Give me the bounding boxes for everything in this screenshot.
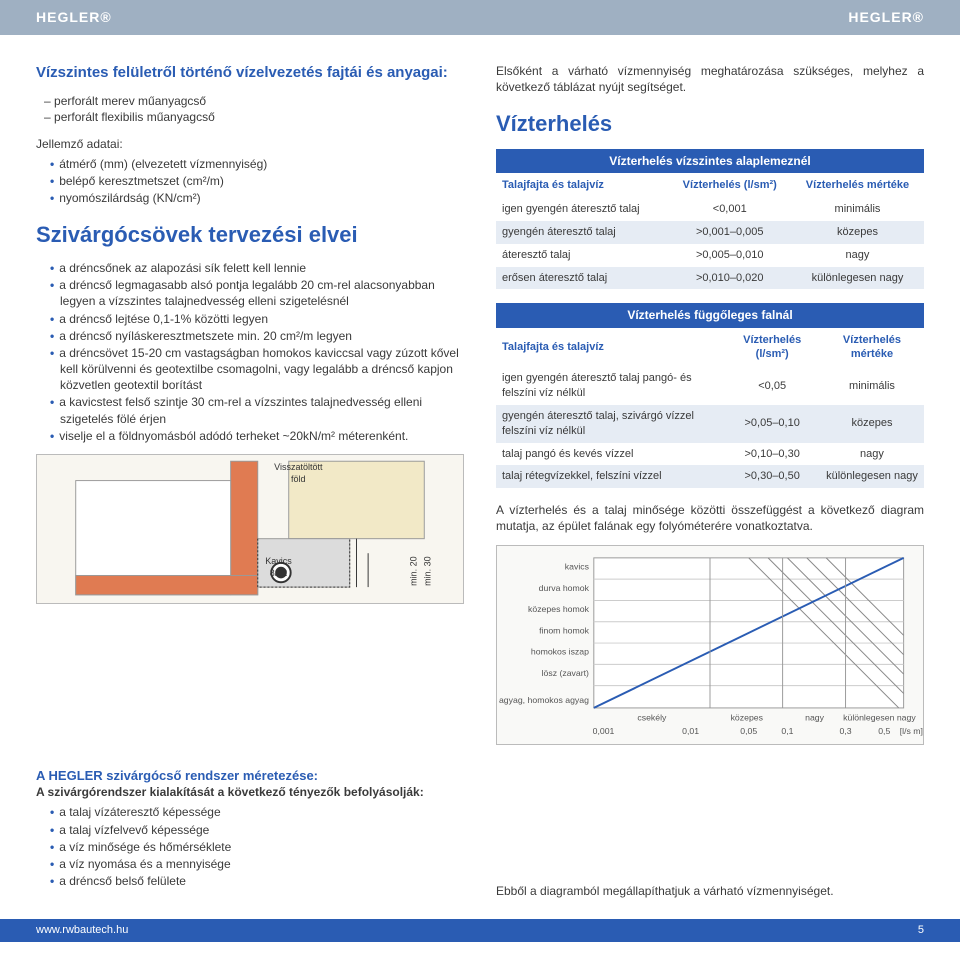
diagram-caption: Ebből a diagramból megállapíthatjuk a vá… (496, 883, 834, 899)
diag-region-3: különlegesen nagy (843, 712, 916, 722)
diag-x-4: 0,3 (839, 726, 851, 736)
sizing-subtitle: A szivárgórendszer kialakítását a követk… (36, 784, 464, 800)
table-row: áteresztő talaj>0,005–0,010nagy (496, 244, 924, 267)
table-row: gyengén áteresztő talaj>0,001–0,005közep… (496, 221, 924, 244)
water-load-table-2: Vízterhelés függőleges falnál Talajfajta… (496, 303, 924, 488)
sizing-list: a talaj vízáteresztő képessége a talaj v… (50, 804, 464, 889)
design-item: a kavicstest felső szintje 30 cm-rel a v… (50, 394, 464, 426)
jellemzo-item: nyomószilárdság (KN/cm²) (50, 190, 464, 206)
table-row: talaj rétegvízekkel, felszíni vízzel>0,3… (496, 465, 924, 488)
cross-section-figure: Visszatöltött föld Kavics 8/32 min. 20 m… (36, 454, 464, 604)
figure-label-min20: min. 20 (408, 556, 420, 586)
left-title-2: Szivárgócsövek tervezési elvei (36, 220, 464, 250)
table2-col1: Talajfajta és talajvíz (496, 328, 724, 368)
sizing-item: a víz minősége és hőmérséklete (50, 839, 464, 855)
sizing-item: a víz nyomása és a mennyisége (50, 856, 464, 872)
water-load-table-1: Vízterhelés vízszintes alaplemeznél Tala… (496, 149, 924, 289)
diag-y-1: durva homok (539, 582, 590, 592)
design-item: a dréncső legmagasabb alsó pontja legalá… (50, 277, 464, 309)
diagram-svg: kavics durva homok közepes homok finom h… (497, 546, 923, 744)
design-list: a dréncsőnek az alapozási sík felett kel… (50, 260, 464, 444)
table-row: igen gyengén áteresztő talaj pangó- és f… (496, 367, 924, 405)
diag-x-1: 0,01 (682, 726, 699, 736)
brand-right: HEGLER® (848, 8, 924, 27)
table-row: gyengén áteresztő talaj, szivárgó vízzel… (496, 405, 924, 443)
table2-caption: Vízterhelés függőleges falnál (496, 303, 924, 327)
table-row: talaj pangó és kevés vízzel>0,10–0,30nag… (496, 443, 924, 466)
table-row: igen gyengén áteresztő talaj<0,001minimá… (496, 198, 924, 221)
right-heading: Vízterhelés (496, 109, 924, 139)
table2-col2: Vízterhelés (l/sm²) (724, 328, 820, 368)
jellemzo-label: Jellemző adatai: (36, 136, 464, 152)
right-intro: Elsőként a várható vízmennyiség meghatár… (496, 63, 924, 95)
design-item: a dréncső nyíláskeresztmetszete min. 20 … (50, 328, 464, 344)
diag-y-6: agyag, homokos agyag (499, 695, 589, 705)
footer-page: 5 (918, 923, 924, 938)
diag-y-3: finom homok (539, 625, 589, 635)
left-column: Vízszintes felületről történő vízelvezet… (36, 63, 464, 745)
design-item: a dréncső lejtése 0,1-1% közötti legyen (50, 311, 464, 327)
figure-label-gravel: Kavics 8/32 (259, 555, 299, 579)
sizing-item: a talaj vízáteresztő képessége (50, 804, 464, 820)
diag-region-2: nagy (805, 712, 825, 722)
jellemzo-item: belépő keresztmetszet (cm²/m) (50, 173, 464, 189)
brand-left: HEGLER® (36, 8, 112, 27)
table2-col3: Vízterhelés mértéke (820, 328, 924, 368)
diag-x-3: 0,1 (781, 726, 793, 736)
dash-item: perforált merev műanyagcső (44, 93, 464, 109)
header-bar: HEGLER® HEGLER® (0, 0, 960, 35)
table1-caption: Vízterhelés vízszintes alaplemeznél (496, 149, 924, 173)
figure-label-backfill: Visszatöltött föld (271, 461, 325, 485)
soil-water-diagram: kavics durva homok közepes homok finom h… (496, 545, 924, 745)
after-tables-para: A vízterhelés és a talaj minősége között… (496, 502, 924, 534)
page-body: Vízszintes felületről történő vízelvezet… (0, 35, 960, 755)
cross-section-svg (37, 455, 463, 603)
left-title-1: Vízszintes felületről történő vízelvezet… (36, 63, 464, 83)
footer-url: www.rwbautech.hu (36, 923, 128, 938)
jellemzo-list: átmérő (mm) (elvezetett vízmennyiség) be… (50, 156, 464, 207)
design-item: a dréncsövet 15-20 cm vastagságban homok… (50, 345, 464, 394)
design-item: viselje el a földnyomásból adódó terheke… (50, 428, 464, 444)
table-row: erősen áteresztő talaj>0,010–0,020különl… (496, 267, 924, 290)
below-section: A HEGLER szivárgócső rendszer méretezése… (0, 755, 960, 910)
sizing-block: A HEGLER szivárgócső rendszer méretezése… (36, 767, 464, 900)
dash-item: perforált flexibilis műanyagcső (44, 109, 464, 125)
sizing-item: a dréncső belső felülete (50, 873, 464, 889)
diag-x-2: 0,05 (740, 726, 757, 736)
material-dash-list: perforált merev műanyagcső perforált fle… (44, 93, 464, 125)
diagram-caption-block: Ebből a diagramból megállapíthatjuk a vá… (496, 767, 924, 900)
jellemzo-item: átmérő (mm) (elvezetett vízmennyiség) (50, 156, 464, 172)
footer-bar: www.rwbautech.hu 5 (0, 919, 960, 942)
diag-region-0: csekély (637, 712, 667, 722)
diag-y-5: lösz (zavart) (542, 668, 589, 678)
diag-y-0: kavics (565, 561, 590, 571)
diag-x-5: 0,5 (878, 726, 890, 736)
right-column: Elsőként a várható vízmennyiség meghatár… (496, 63, 924, 745)
diag-region-1: közepes (731, 712, 764, 722)
diag-y-2: közepes homok (528, 604, 590, 614)
sizing-title: A HEGLER szivárgócső rendszer méretezése… (36, 767, 464, 785)
table1-col2: Vízterhelés (l/sm²) (669, 173, 791, 198)
table1-col1: Talajfajta és talajvíz (496, 173, 669, 198)
sizing-item: a talaj vízfelvevő képessége (50, 822, 464, 838)
diag-x-0: 0,001 (593, 726, 615, 736)
diag-y-4: homokos iszap (531, 646, 589, 656)
figure-label-min30: min. 30 (422, 556, 434, 586)
design-item: a dréncsőnek az alapozási sík felett kel… (50, 260, 464, 276)
table1-col3: Vízterhelés mértéke (791, 173, 924, 198)
diag-x-unit: [l/s m] (900, 726, 923, 736)
